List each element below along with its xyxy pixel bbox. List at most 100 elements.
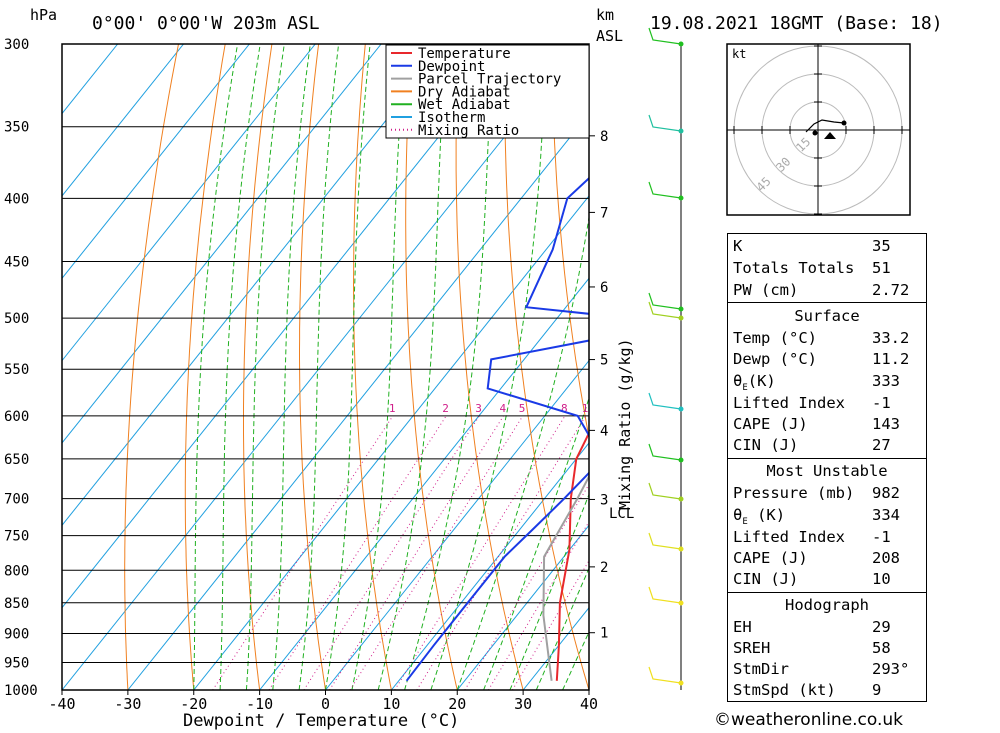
k-index-label: K xyxy=(733,237,743,255)
wet-adiabat-line xyxy=(430,44,548,690)
indices-panel: K 35 Totals Totals 51 PW (cm) 2.72 xyxy=(727,233,927,303)
totals-totals-label: Totals Totals xyxy=(733,259,855,277)
mixing-ratio-label: 2 xyxy=(442,402,449,415)
legend-entry: Parcel Trajectory xyxy=(418,72,561,88)
legend-entry: Mixing Ratio xyxy=(418,123,519,139)
pressure-tick-label: 300 xyxy=(4,37,29,53)
mixing-ratio-line xyxy=(212,415,394,690)
legend-entry: Isotherm xyxy=(418,110,485,126)
height-unit-km: km xyxy=(596,6,614,24)
isotherm-line xyxy=(62,44,514,609)
hodograph-storm-point xyxy=(812,130,818,136)
wind-barb xyxy=(648,586,682,604)
pressure-tick-label: 650 xyxy=(4,452,29,468)
legend-entry: Temperature xyxy=(418,46,511,62)
dry-adiabat-line xyxy=(926,44,1000,690)
dry-adiabat-line xyxy=(243,44,273,690)
isotherm-line xyxy=(325,359,589,690)
mu-li-value: -1 xyxy=(872,528,891,546)
mixing-ratio-label: 8 xyxy=(561,402,568,415)
pw-label: PW (cm) xyxy=(733,281,799,299)
temperature-line xyxy=(555,430,589,681)
surface-heading: Surface xyxy=(794,307,860,325)
mixing-ratio-line xyxy=(303,415,480,690)
isotherm-line xyxy=(259,277,589,690)
height-tick-label: 2 xyxy=(600,560,608,576)
pressure-tick-label: 750 xyxy=(4,529,29,545)
sreh-label: SREH xyxy=(733,639,771,657)
wet-adiabat-line xyxy=(272,44,311,690)
mixing-ratio-label: 4 xyxy=(500,402,507,415)
wet-adiabat-line xyxy=(245,44,285,690)
mixing-ratio-line xyxy=(394,415,566,690)
pressure-tick-label: 950 xyxy=(4,655,29,671)
mu-theta-sub: E xyxy=(742,517,748,528)
height-tick-label: 3 xyxy=(600,492,608,508)
wet-adiabat-line xyxy=(219,44,261,690)
pw-value: 2.72 xyxy=(872,281,910,299)
mixing-ratio-label: 10 xyxy=(582,402,595,415)
mu-theta-unit: (K) xyxy=(747,506,786,524)
chart-title: 19.08.2021 18GMT (Base: 18) xyxy=(650,13,943,34)
temperature-tick-label: -20 xyxy=(180,695,207,713)
mu-cin-value: 10 xyxy=(872,570,891,588)
surface-theta-label: θE(K) xyxy=(733,371,776,399)
mixing-ratio-label: 20 xyxy=(649,402,662,415)
surface-panel: Surface Temp (°C) 33.2 Dewp (°C) 11.2 θE(K… xyxy=(727,302,927,459)
temperature-tick-label: 10 xyxy=(382,695,400,713)
wet-adiabat-line xyxy=(193,44,239,690)
wet-adiabat-line xyxy=(325,44,371,690)
surface-theta-unit: (K) xyxy=(747,372,776,390)
mu-theta-label: θE (K) xyxy=(733,505,785,533)
wind-barb xyxy=(648,443,682,461)
wet-adiabat-line xyxy=(351,44,406,690)
parcel-trajectory-line xyxy=(542,474,589,681)
hodograph-end-point xyxy=(841,120,847,126)
temperature-tick-label: -30 xyxy=(114,695,141,713)
eh-value: 29 xyxy=(872,618,891,636)
wet-adiabat-line xyxy=(298,44,340,690)
mu-li-label: Lifted Index xyxy=(733,528,845,546)
height-tick-label: 4 xyxy=(600,423,608,439)
temperature-tick-label: 30 xyxy=(514,695,532,713)
profiles xyxy=(405,176,589,682)
hodograph-storm-motion-marker xyxy=(824,132,836,139)
surface-dewp-value: 11.2 xyxy=(872,350,910,368)
hodograph-unit-label: kt xyxy=(732,47,746,61)
isotherm-line xyxy=(127,112,589,690)
surface-temp-value: 33.2 xyxy=(872,329,910,347)
pressure-tick-label: 500 xyxy=(4,311,29,327)
isotherm-line xyxy=(62,44,250,280)
legend-entry: Dewpoint xyxy=(418,59,485,75)
lcl-label: LCL xyxy=(609,506,634,522)
dewpoint-line xyxy=(405,176,589,682)
isotherm-line xyxy=(62,44,580,690)
x-axis-label: Dewpoint / Temperature (°C) xyxy=(183,711,459,731)
footer-copyright[interactable]: ©weatheronline.co.uk xyxy=(714,710,904,730)
height-tick-label: 7 xyxy=(600,205,608,221)
wind-barb xyxy=(648,392,682,410)
hodograph-panel: Hodograph EH 29 SREH 58 StmDir 293° StmSpd … xyxy=(727,592,927,702)
pressure-tick-label: 850 xyxy=(4,596,29,612)
wind-barb xyxy=(648,114,682,132)
height-tick-label: 8 xyxy=(600,129,608,145)
legend-entry: Wet Adiabat xyxy=(418,97,511,113)
surface-cin-label: CIN (J) xyxy=(733,436,799,454)
stmdir-label: StmDir xyxy=(733,660,789,678)
surface-li-label: Lifted Index xyxy=(733,394,845,412)
wet-adiabat-line xyxy=(456,214,589,690)
location-label: 0°00' 0°00'W 203m ASL xyxy=(92,13,320,34)
height-unit-asl: ASL xyxy=(596,27,623,45)
stmspd-label: StmSpd (kt) xyxy=(733,681,836,699)
pressure-tick-label: 550 xyxy=(4,362,29,378)
surface-theta-sub: E xyxy=(742,383,748,394)
hodograph-heading: Hodograph xyxy=(785,596,869,614)
isotherm-line xyxy=(62,44,382,444)
wind-barb xyxy=(648,532,682,550)
mixing-ratio-label: 5 xyxy=(519,402,526,415)
mu-pressure-label: Pressure (mb) xyxy=(733,484,855,502)
legend-entry: Dry Adiabat xyxy=(418,84,511,100)
